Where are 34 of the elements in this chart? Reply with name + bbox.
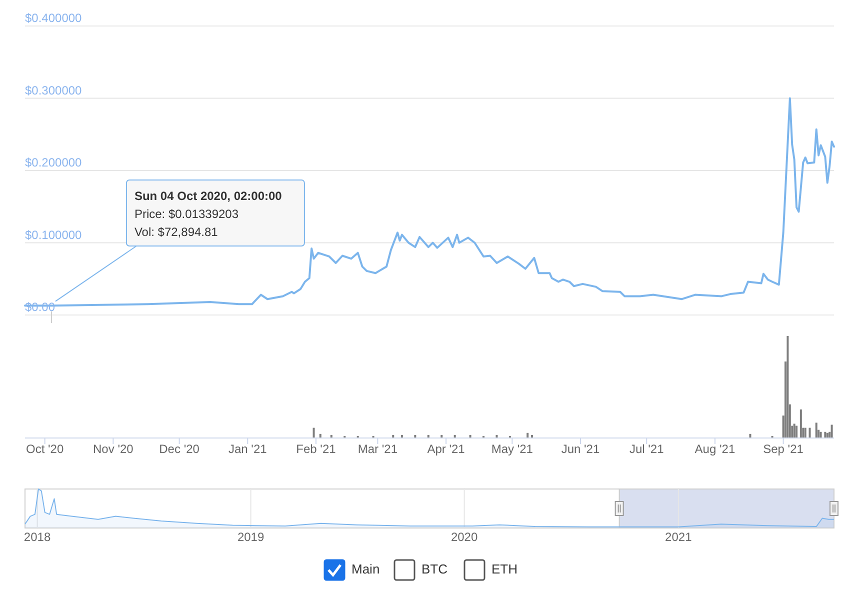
x-tick-label: 2020 bbox=[450, 530, 478, 544]
bar bbox=[808, 428, 811, 438]
y-tick-label: $0.300000 bbox=[25, 83, 82, 98]
x-tick-label: Sep '21 bbox=[763, 442, 804, 456]
bar bbox=[796, 426, 798, 438]
bar bbox=[830, 424, 833, 438]
x-tick-label: Oct '20 bbox=[26, 442, 64, 456]
text: BTC bbox=[422, 561, 448, 576]
annotation: Sun 04 Oct 2020, 02:00:00 Price: $0.01339203 Vol: $72,894.81 bbox=[134, 189, 282, 239]
bar bbox=[793, 424, 796, 438]
bar bbox=[786, 336, 789, 438]
x-tick-label: May '21 bbox=[491, 442, 534, 456]
x-tick-label: Nov '20 bbox=[93, 442, 134, 456]
x-tick-label: 2021 bbox=[665, 530, 692, 544]
y-tick-label: $0.400000 bbox=[25, 11, 82, 26]
x-tick-label: 2018 bbox=[24, 530, 51, 544]
y-tick-label: $0.200000 bbox=[25, 156, 82, 170]
x-tick-label: Mar '21 bbox=[358, 442, 398, 456]
bar bbox=[800, 409, 802, 438]
x-tick-label: Apr '21 bbox=[427, 442, 466, 456]
x-tick-label: 2019 bbox=[237, 530, 264, 544]
x-tick-label: Jul '21 bbox=[629, 442, 664, 456]
x-tick-label: Jan '21 bbox=[228, 442, 268, 456]
x-tick-label: Feb '21 bbox=[296, 442, 336, 456]
x-tick-label: Dec '20 bbox=[159, 442, 200, 456]
bar bbox=[815, 422, 818, 438]
y-tick-label: $0.100000 bbox=[25, 228, 82, 242]
bar bbox=[804, 428, 806, 438]
text: Main bbox=[352, 561, 380, 576]
bar bbox=[820, 432, 822, 438]
bar bbox=[312, 428, 315, 438]
text: ETH bbox=[492, 561, 518, 576]
x-tick-label: Aug '21 bbox=[694, 442, 736, 456]
x-tick-label: Jun '21 bbox=[561, 442, 600, 456]
